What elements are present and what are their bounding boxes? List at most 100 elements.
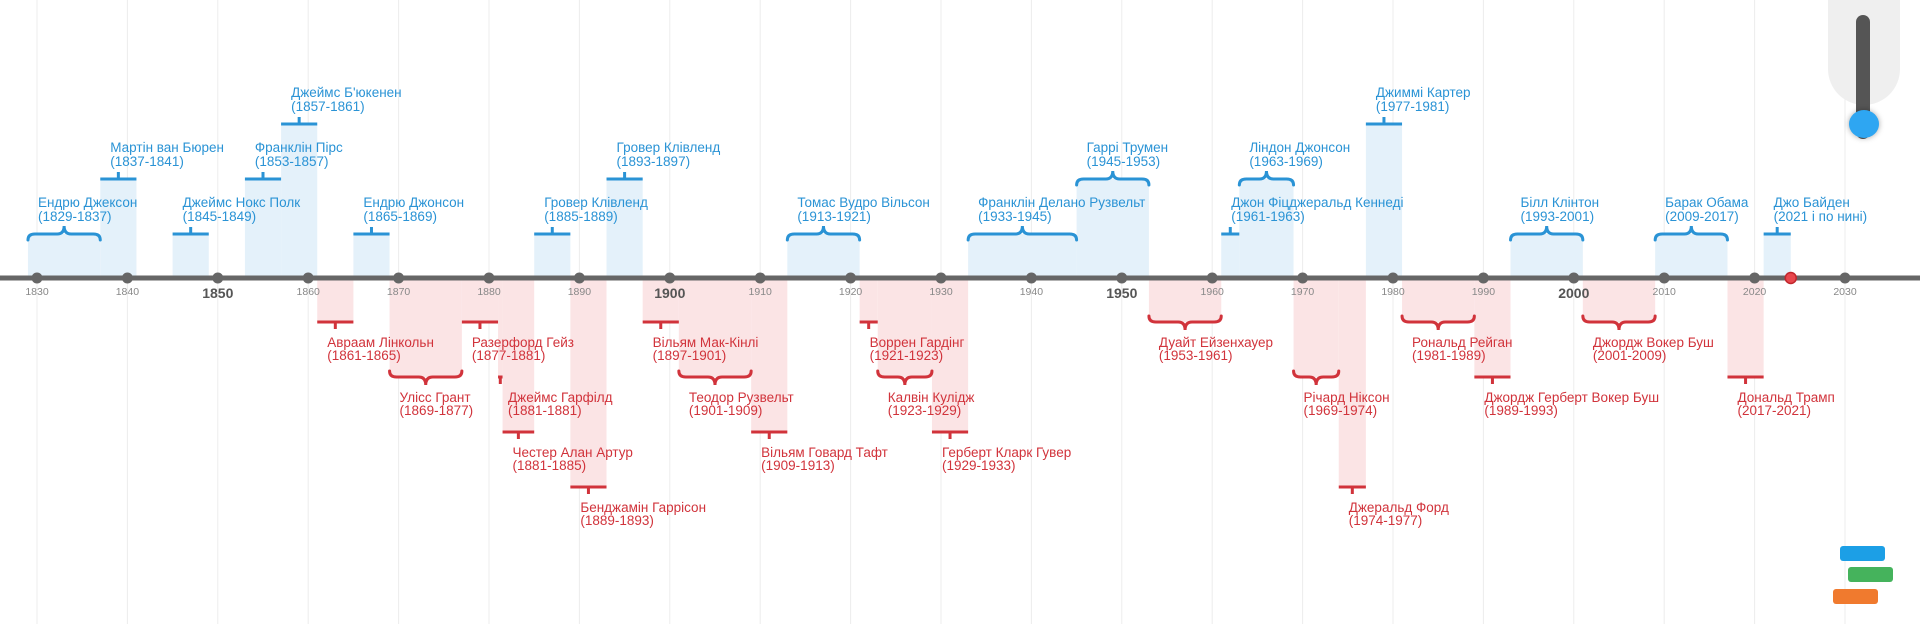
president-term-years: (2021 і по нині) bbox=[1774, 209, 1868, 224]
orange-layer-button[interactable] bbox=[1833, 589, 1878, 604]
president-entry[interactable]: Калвін Кулідж(1923-1929) bbox=[876, 369, 975, 418]
term-shading bbox=[1582, 278, 1656, 322]
president-term-years: (1921-1923) bbox=[870, 348, 944, 363]
president-entry[interactable]: Ендрю Джонсон(1865-1869) bbox=[353, 195, 464, 236]
green-layer-button[interactable] bbox=[1848, 567, 1893, 582]
zoom-slider-handle[interactable] bbox=[1849, 110, 1879, 138]
year-label: 1850 bbox=[202, 285, 233, 301]
president-entry[interactable]: Джеймс Б'юкенен(1857-1861) bbox=[281, 85, 402, 126]
president-term-years: (1845-1849) bbox=[183, 209, 257, 224]
president-entry[interactable]: Джиммі Картер(1977-1981) bbox=[1365, 85, 1471, 126]
president-term-years: (1977-1981) bbox=[1376, 99, 1450, 114]
president-entry[interactable]: Джо Байден(2021 і по нині) bbox=[1763, 195, 1868, 236]
term-shading bbox=[353, 234, 390, 278]
president-entry[interactable]: Бенджамін Гаррісон(1889-1893) bbox=[570, 485, 706, 528]
president-name: Дональд Трамп bbox=[1737, 390, 1834, 405]
president-entry[interactable]: Франклін Делано Рузвельт(1933-1945) bbox=[966, 195, 1145, 242]
president-entry[interactable]: Барак Обама(2009-2017) bbox=[1653, 195, 1749, 242]
term-shading bbox=[751, 278, 788, 432]
term-shading bbox=[1221, 234, 1240, 278]
president-entry[interactable]: Гаррі Трумен(1945-1953) bbox=[1075, 140, 1169, 187]
president-term-years: (1885-1889) bbox=[544, 209, 618, 224]
president-term-years: (1897-1901) bbox=[653, 348, 727, 363]
term-shading bbox=[968, 234, 1077, 278]
term-shading bbox=[1365, 124, 1403, 278]
president-entry[interactable]: Гровер Клівленд(1893-1897) bbox=[606, 140, 721, 181]
term-shading bbox=[678, 278, 752, 377]
zoom-slider-track[interactable] bbox=[1856, 15, 1870, 139]
president-entry[interactable]: Вільям Говард Тафт(1909-1913) bbox=[751, 430, 888, 473]
president-entry[interactable]: Ліндон Джонсон(1963-1969) bbox=[1237, 140, 1350, 187]
term-shading bbox=[931, 278, 969, 432]
president-entry[interactable]: Честер Алан Артур(1881-1885) bbox=[502, 430, 633, 473]
president-entry[interactable]: Дуайт Ейзенхауер(1953-1961) bbox=[1147, 314, 1273, 363]
decade-dot bbox=[1658, 272, 1670, 284]
curly-bracket-icon bbox=[388, 369, 464, 386]
year-label: 1910 bbox=[749, 286, 773, 298]
president-entry[interactable]: Джон Фіцджеральд Кеннеді(1961-1963) bbox=[1221, 195, 1403, 236]
president-entry[interactable]: Джеральд Форд(1974-1977) bbox=[1338, 485, 1449, 528]
curly-bracket-icon bbox=[677, 369, 753, 386]
president-term-years: (1861-1865) bbox=[327, 348, 401, 363]
term-shading bbox=[281, 124, 318, 278]
president-term-years: (1989-1993) bbox=[1484, 403, 1558, 418]
president-entry[interactable]: Авраам Лінкольн(1861-1865) bbox=[317, 320, 434, 363]
president-entry[interactable]: Джеймс Нокс Полк(1845-1849) bbox=[172, 195, 301, 236]
president-entry[interactable]: Томас Вудро Вільсон(1913-1921) bbox=[785, 195, 930, 242]
president-entry[interactable]: Річард Ніксон(1969-1974) bbox=[1292, 369, 1390, 418]
president-entry[interactable]: Рональд Рейган(1981-1989) bbox=[1400, 314, 1513, 363]
president-entry[interactable]: Воррен Гардінг(1921-1923) bbox=[859, 320, 965, 363]
president-term-years: (1881-1885) bbox=[513, 458, 587, 473]
decade-dot bbox=[1206, 272, 1218, 284]
year-label: 1840 bbox=[116, 286, 140, 298]
president-entry[interactable]: Джордж Вокер Буш(2001-2009) bbox=[1581, 314, 1714, 363]
president-name: Вільям Мак-Кінлі bbox=[653, 335, 759, 350]
blue-layer-button[interactable] bbox=[1840, 546, 1885, 561]
president-term-years: (1923-1929) bbox=[888, 403, 962, 418]
president-entry[interactable]: Джордж Герберт Вокер Буш(1989-1993) bbox=[1474, 375, 1659, 418]
president-entry[interactable]: Теодор Рузвельт(1901-1909) bbox=[677, 369, 794, 418]
president-entry[interactable]: Ендрю Джексон(1829-1837) bbox=[26, 195, 137, 242]
curly-bracket-icon bbox=[1509, 225, 1585, 242]
curly-bracket-icon bbox=[1292, 369, 1341, 386]
president-term-years: (1869-1877) bbox=[400, 403, 474, 418]
president-name: Честер Алан Артур bbox=[513, 445, 633, 460]
president-term-years: (1877-1881) bbox=[472, 348, 546, 363]
president-entry[interactable]: Мартін ван Бюрен(1837-1841) bbox=[100, 140, 224, 181]
president-term-years: (1901-1909) bbox=[689, 403, 763, 418]
president-name: Улісс Грант bbox=[400, 390, 471, 405]
president-entry[interactable]: Улісс Грант(1869-1877) bbox=[388, 369, 474, 418]
president-term-years: (1881-1881) bbox=[508, 403, 582, 418]
decade-dot bbox=[1116, 272, 1128, 284]
president-term-years: (1961-1963) bbox=[1231, 209, 1305, 224]
term-shading bbox=[27, 234, 101, 278]
term-shading bbox=[787, 234, 860, 278]
president-term-years: (1853-1857) bbox=[255, 154, 329, 169]
year-label: 2020 bbox=[1743, 286, 1767, 298]
president-term-years: (1993-2001) bbox=[1521, 209, 1595, 224]
president-entry[interactable]: Гровер Клівленд(1885-1889) bbox=[534, 195, 648, 236]
decade-dot bbox=[1568, 272, 1580, 284]
year-label: 1990 bbox=[1472, 286, 1496, 298]
president-name: Джеймс Гарфілд bbox=[508, 390, 613, 405]
decade-dot bbox=[1025, 272, 1037, 284]
president-name: Ліндон Джонсон bbox=[1249, 140, 1350, 155]
president-entry[interactable]: Вільям Мак-Кінлі(1897-1901) bbox=[642, 320, 759, 363]
term-shading bbox=[1510, 234, 1583, 278]
decade-dot bbox=[754, 272, 766, 284]
president-entry[interactable]: Разерфорд Гейз(1877-1881) bbox=[461, 320, 574, 363]
president-entry[interactable]: Джеймс Гарфілд(1881-1881) bbox=[498, 375, 613, 418]
term-shading bbox=[1239, 179, 1294, 278]
president-term-years: (1945-1953) bbox=[1087, 154, 1161, 169]
term-shading bbox=[1474, 278, 1511, 377]
president-entry[interactable]: Дональд Трамп(2017-2021) bbox=[1727, 375, 1835, 418]
decade-dot bbox=[1839, 272, 1851, 284]
president-entry[interactable]: Герберт Кларк Гувер(1929-1933) bbox=[931, 430, 1071, 473]
president-entry[interactable]: Білл Клінтон(1993-2001) bbox=[1509, 195, 1600, 242]
president-term-years: (1837-1841) bbox=[110, 154, 184, 169]
president-name: Мартін ван Бюрен bbox=[110, 140, 224, 155]
president-entry[interactable]: Франклін Пірс(1853-1857) bbox=[244, 140, 343, 181]
decade-dot bbox=[393, 272, 405, 284]
decade-dot bbox=[31, 272, 43, 284]
